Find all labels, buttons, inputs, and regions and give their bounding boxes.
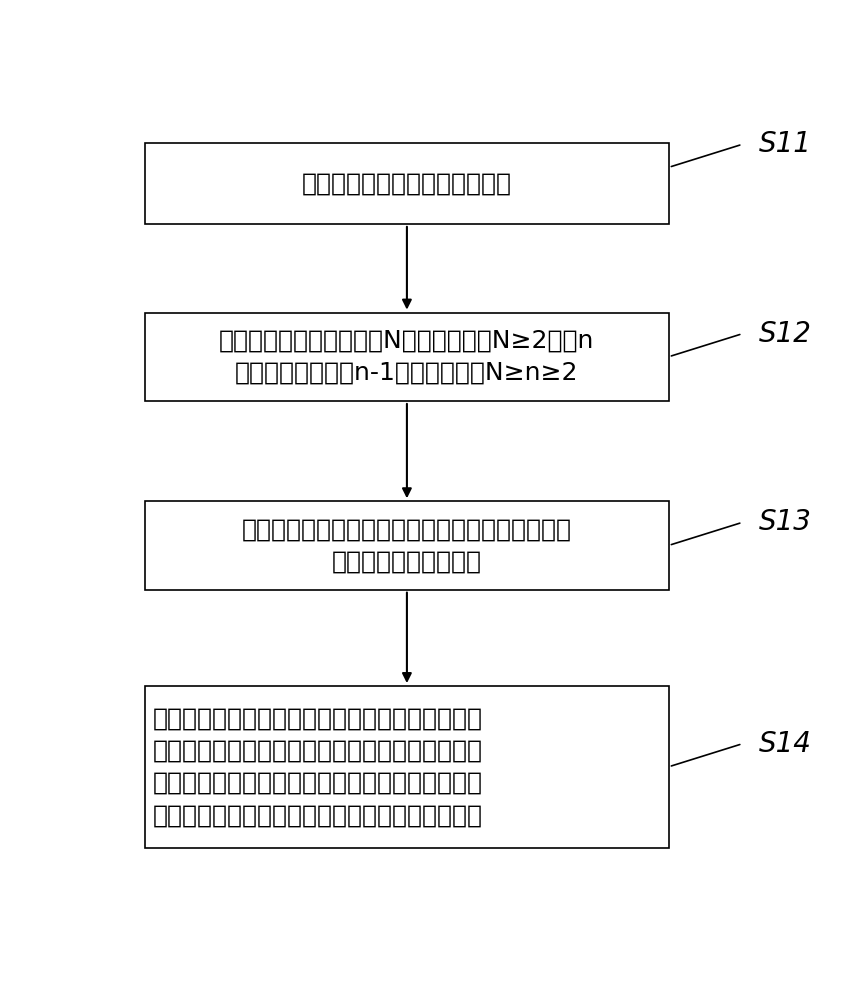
Bar (145, 313, 669, 401)
Text: S12: S12 (759, 320, 812, 348)
Text: 测量所述电流电压控制端的检测电压以获得每个测: 测量所述电流电压控制端的检测电压以获得每个测 (242, 517, 572, 541)
Text: 试数据对应的检测电压: 试数据对应的检测电压 (332, 550, 481, 574)
Text: 所述电压阈值为所述充电电压的电压值的一半: 所述电压阈值为所述充电电压的电压值的一半 (153, 803, 483, 827)
Text: S14: S14 (759, 730, 812, 758)
Text: S13: S13 (759, 508, 812, 536)
Text: 施加目标电压至所述电压采样端: 施加目标电压至所述电压采样端 (302, 172, 512, 196)
Text: 电路的校准数据；所述突变测试电压为检测电压中: 电路的校准数据；所述突变测试电压为检测电压中 (153, 739, 483, 763)
Text: 个测试数据大于第n-1个测试数据；N≥n≥2: 个测试数据大于第n-1个测试数据；N≥n≥2 (236, 361, 578, 385)
Text: 的第一个电压值小于或等于电压阈值的检测电压；: 的第一个电压值小于或等于电压阈值的检测电压； (153, 771, 483, 795)
Text: S11: S11 (759, 130, 812, 158)
Bar (145, 143, 669, 224)
Bar (145, 501, 669, 590)
Bar (145, 686, 669, 848)
Text: 将突变测试电压对应的测试数据作为所述充电控制: 将突变测试电压对应的测试数据作为所述充电控制 (153, 706, 483, 730)
Text: 通过电压调节端依次输入N个测试数据；N≥2；第n: 通过电压调节端依次输入N个测试数据；N≥2；第n (219, 329, 595, 353)
